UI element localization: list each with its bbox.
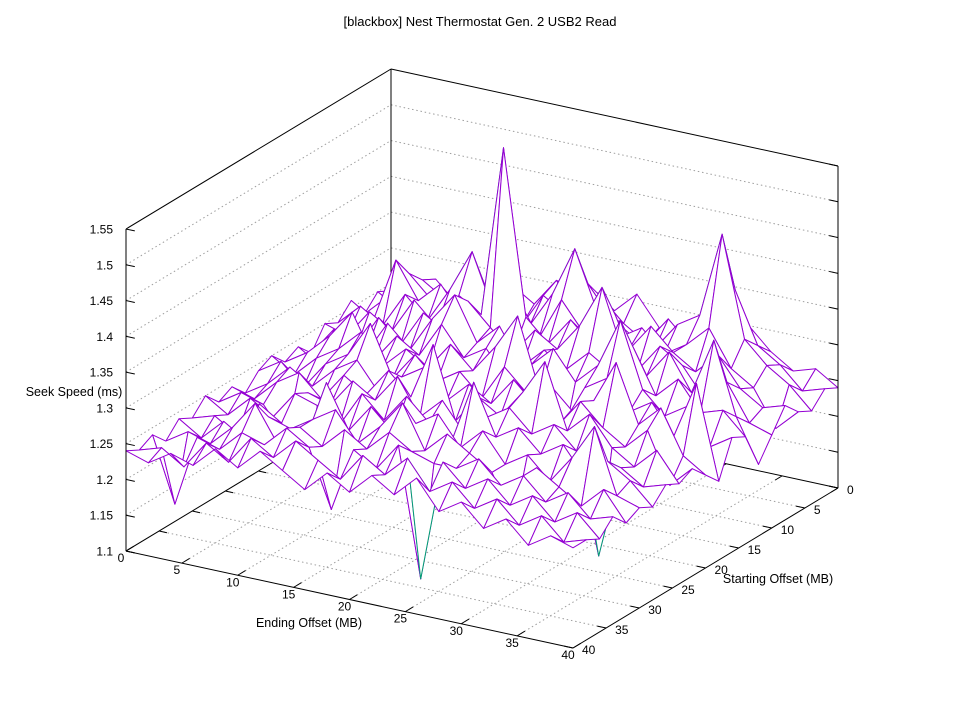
floor-gridline-y [192,510,640,609]
x-tick-label: 20 [338,600,352,614]
y-tick [696,565,706,569]
y-tick [762,525,772,529]
x-tick [237,570,246,576]
z-tick [125,443,135,447]
y-tick [729,545,739,549]
x-tick [181,558,190,564]
y-tick-mirror [258,470,267,474]
y-tick [597,625,607,629]
z-tick [125,514,135,518]
x-tick [516,630,526,637]
y-tick-label: 0 [847,483,854,497]
box-edge-top-left [125,68,392,230]
y-tick-label: 35 [615,623,629,637]
x-tick [293,582,302,588]
y-tick-label: 25 [681,583,695,597]
y-tick-mirror [225,490,234,494]
x-axis-label: Ending Offset (MB) [256,616,362,630]
z-tick-mirror [829,235,839,239]
x-tick [349,594,358,600]
y-tick-label: 5 [814,503,821,517]
x-tick-label: 15 [282,587,296,601]
y-tick [630,605,640,609]
z-tick [125,300,135,303]
z-tick [125,335,135,339]
plot-title: [blackbox] Nest Thermostat Gen. 2 USB2 R… [344,14,617,29]
z-tick [125,550,135,554]
x-tick-label: 25 [394,612,408,626]
z-tick [125,407,135,411]
y-tick-label: 20 [715,563,729,577]
z-tick-label: 1.1 [96,545,113,559]
y-tick-label: 15 [748,543,762,557]
wireframe-surface [125,147,839,580]
y-tick-label: 40 [582,643,596,657]
y-tick [564,645,574,649]
x-tick [405,606,414,613]
z-tick-label: 1.55 [90,222,114,236]
y-tick-mirror [192,510,201,514]
y-tick-mirror [159,530,168,534]
mesh-cell [550,535,587,549]
z-tick-mirror [829,306,839,310]
x-tick [572,642,581,649]
y-tick-label: 10 [781,523,795,537]
z-tick [125,478,135,482]
z-tick-mirror [829,199,839,203]
y-axis-label: Starting Offset (MB) [723,572,833,586]
x-tick-label: 10 [226,575,240,589]
z-tick-label: 1.2 [96,473,113,487]
x-tick-label: 5 [174,563,181,577]
x-tick [460,618,470,625]
z-tick-label: 1.35 [90,366,114,380]
y-tick-label: 30 [648,603,662,617]
z-tick-label: 1.4 [96,330,113,344]
x-tick-label: 35 [505,636,519,650]
box-edge-top-right [390,68,839,167]
z-tick [125,371,135,375]
y-tick [663,585,673,589]
y-tick [795,505,805,509]
floor-gridline-y [225,490,673,589]
axis-tick-marks [125,228,839,649]
x-tick-mirror [775,475,783,481]
z-tick-label: 1.25 [90,437,114,451]
z-tick-mirror [829,378,839,382]
axis-tick-labels: 0 5 10 15 20 25 30 35 40 0 5 10 15 20 25 30 35 40 1.1 1.15 1… [90,222,854,662]
z-tick [125,228,135,232]
x-tick-label: 0 [118,551,125,565]
x-tick-label: 40 [561,648,575,662]
z-tick-mirror [829,270,839,274]
y-tick [829,485,839,489]
z-tick-mirror [829,163,839,167]
z-tick-label: 1.5 [96,258,113,272]
z-tick-mirror [829,414,839,417]
z-tick-mirror [829,342,839,346]
z-tick-mirror [829,449,839,453]
z-axis-label: Seek Speed (ms) [26,385,123,399]
z-tick-label: 1.15 [90,509,114,523]
x-tick [125,545,134,552]
z-tick [125,264,135,268]
floor-gridline-y [159,530,607,629]
z-tick-label: 1.3 [96,401,113,415]
z-tick-label: 1.45 [90,294,114,308]
x-tick-label: 30 [450,624,464,638]
